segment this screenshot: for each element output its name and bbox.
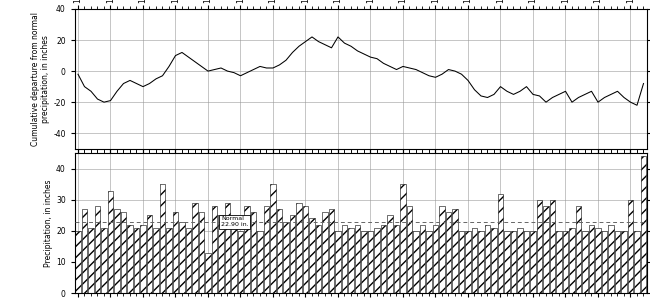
Bar	[251, 212, 256, 293]
Bar	[348, 228, 354, 293]
Bar	[283, 222, 289, 293]
Bar	[303, 206, 308, 293]
Bar	[504, 231, 510, 293]
Bar	[192, 203, 198, 293]
Bar	[446, 212, 451, 293]
Bar	[166, 228, 172, 293]
Bar	[595, 228, 601, 293]
Bar	[153, 228, 159, 293]
Bar	[277, 209, 282, 293]
Bar	[322, 212, 328, 293]
Bar	[127, 225, 133, 293]
Bar	[563, 231, 568, 293]
Bar	[212, 206, 217, 293]
Bar	[296, 203, 302, 293]
Bar	[316, 225, 321, 293]
Bar	[615, 231, 620, 293]
Bar	[231, 225, 237, 293]
Bar	[576, 206, 581, 293]
Bar	[439, 206, 445, 293]
Bar	[140, 225, 146, 293]
Bar	[238, 231, 243, 293]
Bar	[452, 209, 458, 293]
Bar	[108, 190, 113, 293]
Bar	[199, 212, 204, 293]
Bar	[121, 212, 126, 293]
Bar	[134, 228, 139, 293]
Bar	[459, 231, 464, 293]
Bar	[95, 206, 100, 293]
Bar	[498, 194, 503, 293]
Bar	[426, 231, 432, 293]
Bar	[478, 231, 484, 293]
Y-axis label: Precipitation, in inches: Precipitation, in inches	[44, 179, 53, 267]
Bar	[524, 231, 529, 293]
Bar	[101, 228, 107, 293]
Bar	[264, 206, 269, 293]
Bar	[361, 231, 367, 293]
Bar	[569, 228, 575, 293]
Bar	[472, 228, 477, 293]
Bar	[491, 228, 497, 293]
Bar	[537, 200, 542, 293]
Bar	[407, 206, 412, 293]
Bar	[218, 215, 224, 293]
Bar	[342, 225, 347, 293]
Bar	[335, 231, 341, 293]
Bar	[290, 215, 295, 293]
Bar	[381, 225, 386, 293]
Y-axis label: Cumulative departure from normal
precipitation, in inches: Cumulative departure from normal precipi…	[31, 12, 51, 146]
Bar	[329, 209, 334, 293]
Bar	[374, 228, 380, 293]
Bar	[543, 206, 549, 293]
Text: Normal
22.90 in.: Normal 22.90 in.	[221, 216, 248, 227]
Bar	[75, 231, 81, 293]
Bar	[602, 231, 607, 293]
Bar	[420, 225, 425, 293]
Bar	[225, 203, 230, 293]
Bar	[634, 231, 640, 293]
Bar	[517, 228, 523, 293]
Bar	[608, 225, 614, 293]
Bar	[368, 231, 373, 293]
Bar	[205, 253, 211, 293]
Bar	[355, 225, 360, 293]
Bar	[82, 209, 87, 293]
Bar	[433, 225, 438, 293]
Bar	[621, 231, 627, 293]
Bar	[582, 231, 588, 293]
Bar	[400, 184, 406, 293]
Bar	[179, 222, 185, 293]
Bar	[641, 156, 646, 293]
Bar	[309, 219, 315, 293]
Bar	[88, 228, 94, 293]
Bar	[413, 231, 419, 293]
Bar	[387, 215, 393, 293]
Bar	[589, 225, 594, 293]
Bar	[556, 231, 562, 293]
Bar	[186, 228, 191, 293]
Bar	[394, 225, 399, 293]
Bar	[270, 184, 276, 293]
Bar	[485, 225, 490, 293]
Bar	[244, 206, 250, 293]
Bar	[173, 212, 178, 293]
Bar	[530, 231, 536, 293]
Bar	[511, 231, 516, 293]
Bar	[465, 231, 471, 293]
Bar	[147, 215, 152, 293]
Bar	[160, 184, 165, 293]
Bar	[114, 209, 120, 293]
Bar	[550, 200, 555, 293]
Bar	[628, 200, 633, 293]
Bar	[257, 231, 263, 293]
